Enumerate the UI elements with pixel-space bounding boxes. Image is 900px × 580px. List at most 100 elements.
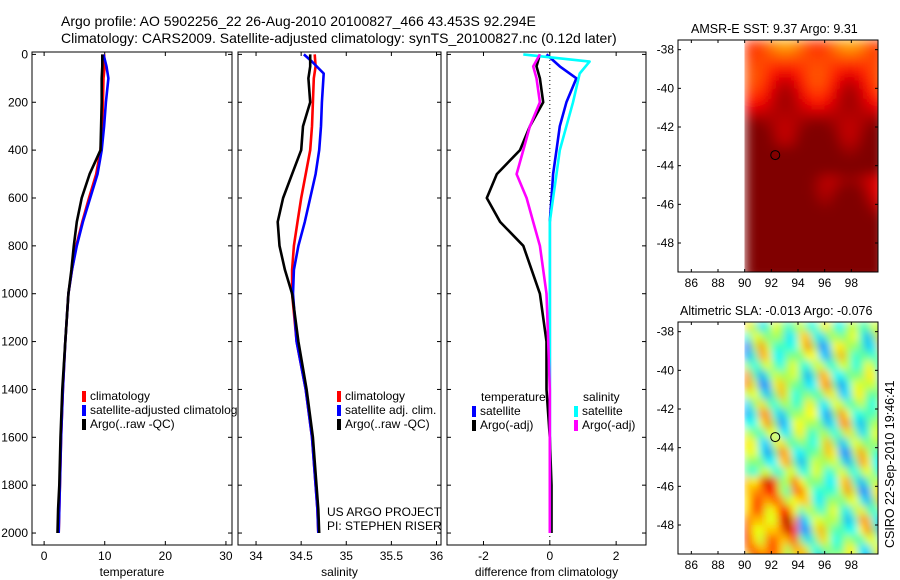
map-cell xyxy=(804,341,812,352)
map-cell xyxy=(824,214,832,225)
map-cell xyxy=(751,505,759,516)
map-cell xyxy=(818,457,826,468)
x-tick-label: 20 xyxy=(159,549,173,563)
map-cell xyxy=(878,40,885,50)
map-cell xyxy=(864,322,872,333)
map-cell xyxy=(824,146,832,157)
map-cell xyxy=(751,331,759,342)
map-cell xyxy=(751,360,759,371)
map-cell xyxy=(824,165,832,176)
map-cell xyxy=(838,322,846,333)
map-cell xyxy=(758,534,766,545)
map-cell xyxy=(831,146,839,157)
map-cell xyxy=(858,165,866,176)
map-cell xyxy=(871,165,878,176)
map-cell xyxy=(864,165,872,176)
map-cell xyxy=(864,331,872,342)
map-cell xyxy=(844,496,852,507)
map-cell xyxy=(871,69,878,80)
map-x-tick-label: 92 xyxy=(765,558,779,572)
map-y-tick-label: -42 xyxy=(657,402,675,416)
map-cell xyxy=(784,98,792,109)
map-cell xyxy=(798,214,806,225)
map-cell xyxy=(804,262,812,272)
map-cell xyxy=(744,525,752,536)
map-cell xyxy=(838,214,846,225)
map-cell xyxy=(791,243,799,254)
map-cell xyxy=(871,146,878,157)
sst-map-title: AMSR-E SST: 9.37 Argo: 9.31 xyxy=(691,22,858,36)
map-cell xyxy=(818,233,826,244)
map-cell xyxy=(858,360,866,371)
map-cell xyxy=(764,409,772,420)
map-cell xyxy=(844,505,852,516)
map-cell xyxy=(838,476,846,487)
map-cell xyxy=(831,214,839,225)
map-cell xyxy=(824,380,832,391)
argo-location-marker xyxy=(770,150,781,161)
map-cell xyxy=(744,544,752,554)
map-cell xyxy=(838,88,846,99)
map-cell xyxy=(831,262,839,272)
map-cell xyxy=(878,214,885,224)
y-tick-label: 1000 xyxy=(1,287,28,301)
map-cell xyxy=(858,515,866,526)
map-cell xyxy=(824,194,832,205)
map-cell xyxy=(871,175,878,186)
legend-swatch xyxy=(337,419,341,430)
map-cell xyxy=(751,127,759,138)
map-cell xyxy=(818,418,826,429)
map-cell xyxy=(758,418,766,429)
map-cell xyxy=(744,146,752,157)
map-cell xyxy=(771,204,779,215)
y-tick-label: 400 xyxy=(8,143,28,157)
map-cell xyxy=(871,223,878,234)
map-cell xyxy=(831,418,839,429)
map-cell xyxy=(838,252,846,263)
map-cell xyxy=(811,515,819,526)
map-cell xyxy=(771,69,779,80)
map-cell xyxy=(791,476,799,487)
map-cell xyxy=(824,40,832,51)
map-cell xyxy=(798,252,806,263)
map-cell xyxy=(818,370,826,381)
map-cell xyxy=(791,165,799,176)
map-cell xyxy=(878,332,885,342)
map-cell xyxy=(798,49,806,60)
map-cell xyxy=(771,399,779,410)
map-cell xyxy=(864,98,872,109)
map-cell xyxy=(758,399,766,410)
map-cell xyxy=(878,204,885,214)
map-cell xyxy=(838,457,846,468)
map-cell xyxy=(864,409,872,420)
map-cell xyxy=(771,351,779,362)
map-cell xyxy=(771,78,779,89)
map-cell xyxy=(744,156,752,167)
map-cell xyxy=(878,253,885,263)
legend-swatch xyxy=(337,391,341,402)
map-cell xyxy=(758,194,766,205)
map-cell xyxy=(844,409,852,420)
map-cell xyxy=(831,117,839,128)
map-cell xyxy=(865,272,872,282)
map-cell xyxy=(864,380,872,391)
map-cell xyxy=(838,505,846,516)
map-cell xyxy=(878,544,885,554)
map-cell xyxy=(818,69,826,80)
map-cell xyxy=(791,40,799,51)
map-cell xyxy=(744,214,752,225)
map-cell xyxy=(824,243,832,254)
figure-title-line-2: Climatology: CARS2009. Satellite-adjuste… xyxy=(61,30,617,46)
map-cell xyxy=(751,146,759,157)
map-cell xyxy=(771,49,779,60)
map-cell xyxy=(804,233,812,244)
map-cell xyxy=(791,185,799,196)
map-cell xyxy=(751,341,759,352)
map-cell xyxy=(844,544,852,554)
map-cell xyxy=(751,262,759,272)
map-cell xyxy=(858,98,866,109)
map-cell xyxy=(784,447,792,458)
map-cell xyxy=(804,117,812,128)
map-cell xyxy=(831,194,839,205)
map-cell xyxy=(778,399,786,410)
